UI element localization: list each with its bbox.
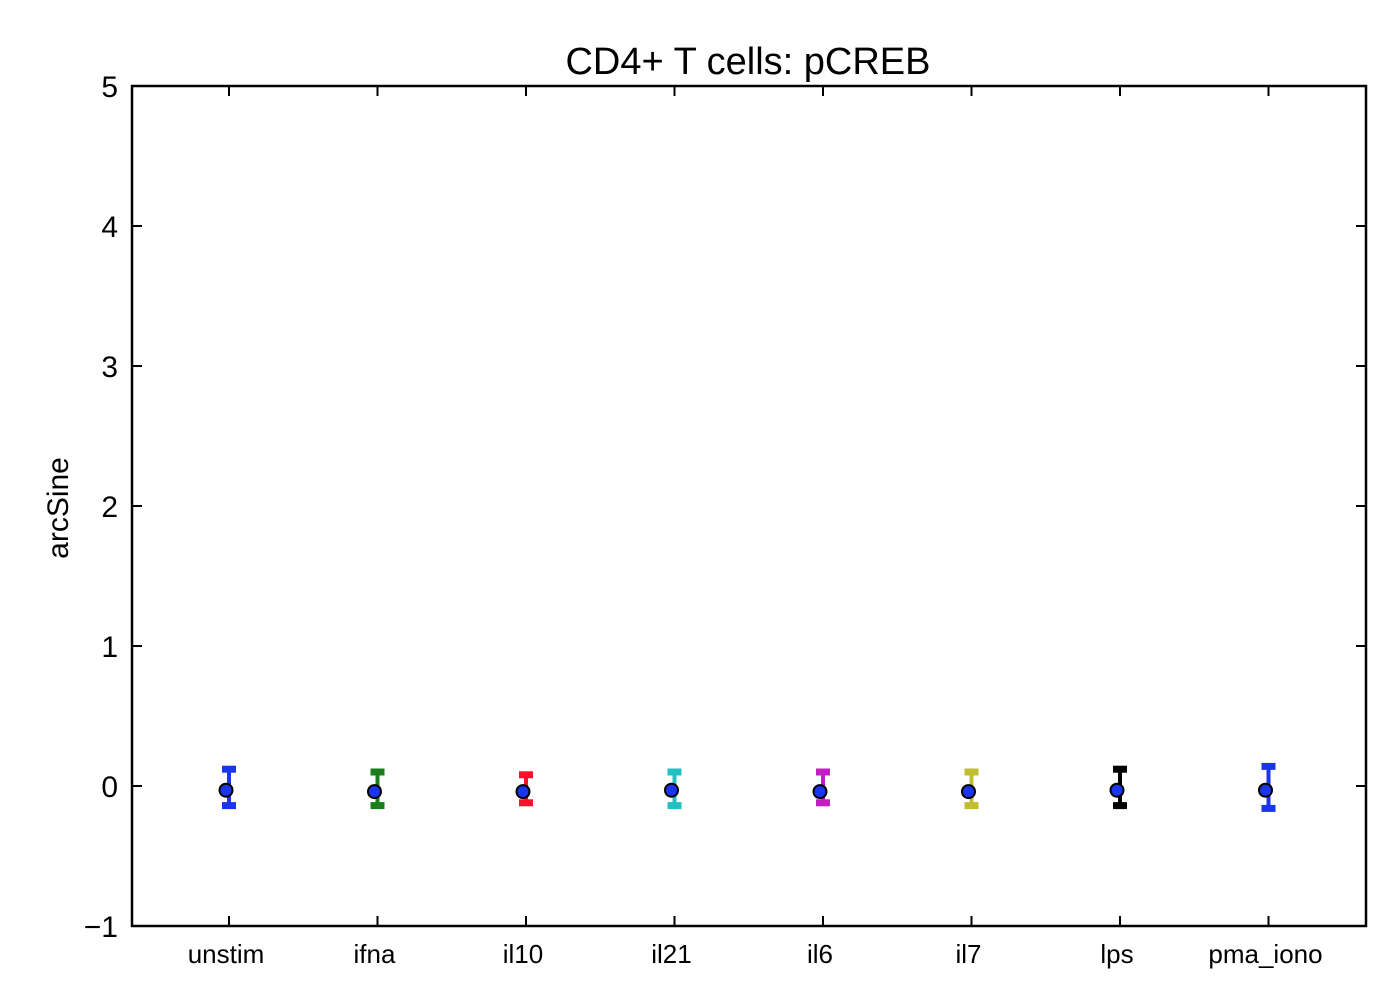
y-tick-label: 0 bbox=[101, 771, 118, 804]
plot-frame bbox=[130, 84, 1368, 928]
error-bar-group bbox=[218, 765, 236, 810]
x-tick-label: pma_iono bbox=[1208, 939, 1322, 969]
y-tick-label: 3 bbox=[101, 351, 118, 384]
x-tick-label: il10 bbox=[503, 939, 543, 969]
chart-title: CD4+ T cells: pCREB bbox=[565, 41, 930, 83]
x-tick-label: unstim bbox=[188, 939, 265, 969]
data-point bbox=[1109, 782, 1125, 798]
x-tick-label: il7 bbox=[955, 939, 981, 969]
error-bar-group bbox=[812, 768, 830, 807]
y-tick-label: −1 bbox=[84, 911, 118, 944]
error-bar-group bbox=[1258, 762, 1276, 812]
x-tick-label: ifna bbox=[354, 939, 396, 969]
x-tick-label: il6 bbox=[807, 939, 833, 969]
y-tick-label: 2 bbox=[101, 491, 118, 524]
data-point bbox=[1258, 782, 1273, 798]
data-marks bbox=[218, 762, 1276, 812]
error-bar-group bbox=[1109, 765, 1127, 810]
y-axis-label: arcSine bbox=[42, 457, 75, 559]
data-point bbox=[367, 784, 382, 800]
data-point bbox=[961, 784, 976, 800]
x-tick-label: lps bbox=[1100, 939, 1133, 969]
error-bar-group bbox=[664, 768, 682, 810]
error-bar-group bbox=[367, 768, 385, 810]
y-axis-ticks: −1 0 1 2 3 4 5 bbox=[84, 71, 1366, 944]
y-tick-label: 5 bbox=[101, 71, 118, 104]
x-axis-ticks: unstim ifna il10 il21 il6 il7 lps pma_iono bbox=[188, 86, 1323, 969]
y-tick-label: 4 bbox=[101, 211, 118, 244]
data-point bbox=[218, 782, 234, 798]
error-bar-group bbox=[515, 771, 533, 807]
x-tick-label: il21 bbox=[651, 939, 691, 969]
error-bar-group bbox=[961, 768, 979, 810]
y-tick-label: 1 bbox=[101, 631, 118, 664]
data-point bbox=[664, 782, 679, 798]
data-point bbox=[515, 784, 531, 800]
data-point bbox=[812, 784, 828, 800]
